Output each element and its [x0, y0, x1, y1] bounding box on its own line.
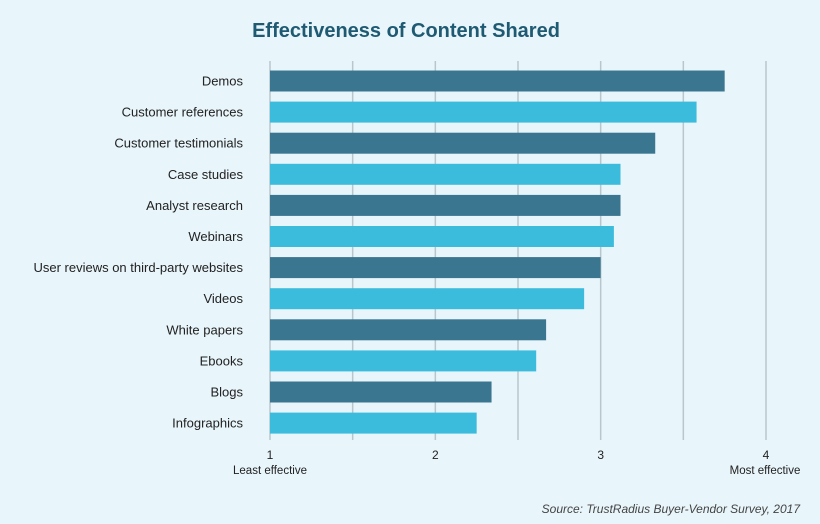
bar: [270, 194, 621, 216]
x-tick-label: 4: [763, 448, 770, 462]
bar: [270, 257, 601, 279]
gridlines: [269, 61, 767, 440]
bar: [270, 412, 477, 434]
bar: [270, 319, 547, 341]
category-label: Case studies: [168, 167, 244, 182]
x-axis-low-label: Least effective: [233, 465, 307, 477]
bar: [270, 70, 725, 92]
category-label: Videos: [203, 291, 243, 306]
x-tick-label: 1: [267, 448, 274, 462]
x-axis-ticks: 1 2 3 4: [267, 448, 770, 462]
category-label: Customer references: [122, 105, 244, 120]
source-note: Source: TrustRadius Buyer-Vendor Survey,…: [542, 502, 802, 516]
x-axis-high-label: Most effective: [730, 465, 801, 477]
bars: [270, 70, 725, 434]
bar: [270, 381, 492, 403]
bar: [270, 226, 614, 247]
category-label: Blogs: [210, 385, 243, 400]
category-label: White papers: [166, 322, 243, 337]
category-label: Infographics: [172, 416, 243, 431]
chart-title: Effectiveness of Content Shared: [252, 20, 560, 42]
x-tick-label: 3: [597, 448, 604, 462]
category-labels: Demos Customer references Customer testimo…: [33, 74, 243, 431]
bar: [270, 132, 656, 154]
category-label: Ebooks: [200, 353, 244, 368]
bar: [270, 163, 621, 185]
bar: [270, 101, 697, 123]
x-tick-label: 2: [432, 448, 439, 462]
category-label: User reviews on third-party websites: [33, 260, 243, 275]
bar: [270, 350, 537, 372]
category-label: Analyst research: [146, 198, 243, 213]
category-label: Webinars: [188, 229, 243, 244]
category-label: Customer testimonials: [114, 136, 243, 151]
bar: [270, 288, 585, 310]
category-label: Demos: [202, 74, 244, 89]
